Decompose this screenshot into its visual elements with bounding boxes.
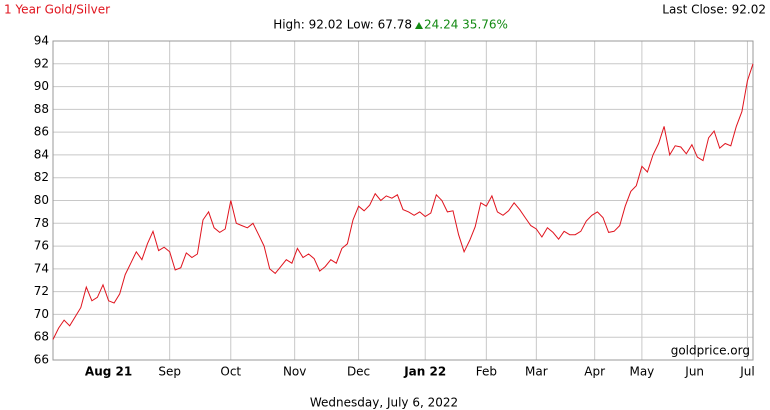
y-tick-label: 80	[34, 193, 49, 207]
y-tick-label: 66	[34, 353, 49, 367]
x-tick-label: Jun	[684, 365, 704, 379]
price-line	[52, 63, 754, 340]
x-tick-label: Mar	[525, 365, 548, 379]
y-tick-label: 72	[34, 284, 49, 298]
change: 24.24 35.76%	[424, 18, 508, 32]
x-tick-label: Nov	[283, 365, 306, 379]
y-tick-label: 78	[34, 216, 49, 230]
y-tick-label: 88	[34, 102, 49, 116]
x-tick-label: Apr	[584, 365, 605, 379]
x-tick-label: Aug 21	[85, 365, 132, 379]
y-tick-label: 74	[34, 261, 49, 275]
last-close: Last Close: 92.02	[662, 3, 766, 17]
date-footer: Wednesday, July 6, 2022	[310, 396, 458, 410]
y-tick-label: 84	[34, 147, 49, 161]
watermark: goldprice.org	[671, 344, 750, 358]
x-tick-label: Sep	[158, 365, 181, 379]
y-tick-label: 70	[34, 307, 49, 321]
y-tick-label: 76	[34, 239, 49, 253]
y-tick-label: 94	[34, 34, 49, 48]
y-tick-label: 90	[34, 79, 49, 93]
x-tick-label: Jan 22	[403, 365, 446, 379]
x-tick-label: Dec	[347, 365, 370, 379]
stats: High: 92.02 Low: 67.78	[273, 18, 412, 32]
y-tick-label: 86	[34, 125, 49, 139]
chart-title: 1 Year Gold/Silver	[4, 3, 110, 17]
y-tick-label: 82	[34, 170, 49, 184]
x-tick-label: May	[629, 365, 654, 379]
x-tick-label: Feb	[476, 365, 497, 379]
up-arrow	[415, 22, 423, 29]
y-tick-label: 68	[34, 330, 49, 344]
plot-frame	[52, 40, 754, 361]
x-tick-label: Oct	[220, 365, 241, 379]
y-tick-label: 92	[34, 56, 49, 70]
x-tick-label: Jul	[739, 365, 754, 379]
